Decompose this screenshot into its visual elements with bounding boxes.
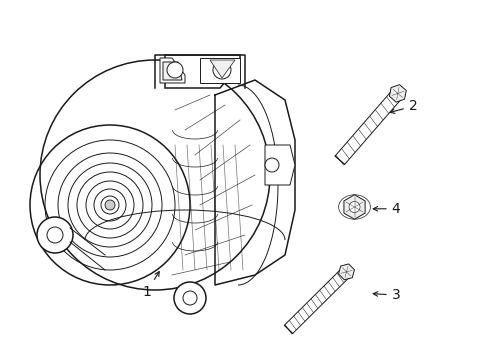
Polygon shape: [160, 58, 184, 83]
Polygon shape: [200, 58, 240, 83]
Ellipse shape: [338, 195, 370, 219]
Circle shape: [37, 217, 73, 253]
Circle shape: [47, 227, 63, 243]
Polygon shape: [388, 85, 406, 102]
Polygon shape: [209, 60, 235, 78]
Polygon shape: [284, 269, 348, 334]
Polygon shape: [164, 55, 240, 88]
Circle shape: [183, 291, 197, 305]
Polygon shape: [343, 195, 365, 219]
Circle shape: [348, 202, 359, 212]
Text: 4: 4: [372, 202, 400, 216]
Circle shape: [40, 60, 269, 290]
Polygon shape: [338, 264, 354, 280]
Circle shape: [105, 200, 115, 210]
Circle shape: [264, 158, 279, 172]
Polygon shape: [264, 145, 294, 185]
Text: 1: 1: [142, 271, 159, 298]
Text: 3: 3: [372, 288, 400, 302]
Polygon shape: [334, 91, 400, 165]
Circle shape: [213, 61, 230, 79]
Circle shape: [167, 62, 183, 78]
Text: 2: 2: [389, 99, 417, 113]
Polygon shape: [163, 62, 182, 80]
Circle shape: [174, 282, 205, 314]
